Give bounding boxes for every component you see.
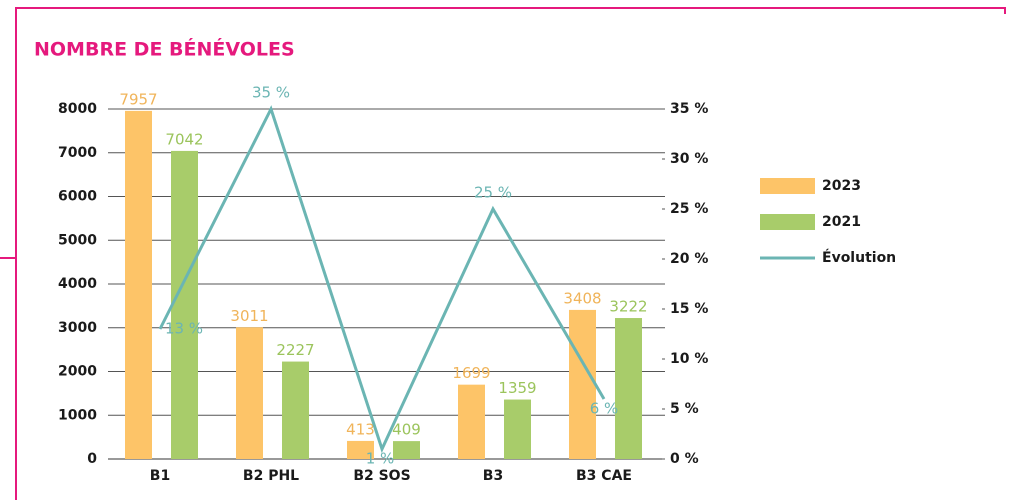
y2-tick-label: 10 % — [670, 351, 708, 367]
bar-value-label: 409 — [392, 421, 421, 439]
chart-title: NOMBRE DE BÉNÉVOLES — [34, 38, 295, 61]
y-tick-label: 7000 — [58, 145, 97, 161]
bar — [504, 399, 531, 459]
bar — [569, 309, 596, 459]
x-tick-label: B2 PHL — [243, 468, 299, 484]
y-tick-label: 4000 — [58, 276, 97, 292]
line-value-label: 1 % — [366, 450, 395, 468]
line — [158, 105, 606, 454]
bar-value-label: 2227 — [276, 341, 314, 359]
legend-label: 2021 — [822, 214, 861, 230]
y2-tick-label: 30 % — [670, 151, 708, 167]
y-tick-label: 1000 — [58, 407, 97, 423]
y-tick-label: 6000 — [58, 189, 97, 205]
y-tick-label: 5000 — [58, 232, 97, 248]
bar-value-label: 1359 — [498, 379, 536, 397]
y-tick-label: 0 — [87, 451, 97, 467]
line-value-label: 35 % — [252, 84, 290, 102]
bar — [347, 440, 374, 459]
y-tick-label: 8000 — [58, 101, 97, 117]
y2-tick-label: 20 % — [670, 251, 708, 267]
bar-value-label: 3011 — [230, 307, 268, 325]
y2-tick-label: 35 % — [670, 101, 708, 117]
x-tick-label: B1 — [150, 468, 170, 484]
frame — [15, 7, 1006, 500]
bar — [458, 384, 485, 459]
bar — [171, 150, 198, 459]
line-value-label: 25 % — [474, 184, 512, 202]
legend-swatch — [760, 178, 815, 194]
x-tick-label: B2 SOS — [353, 468, 410, 484]
y-tick-label: 3000 — [58, 320, 97, 336]
bar — [282, 361, 309, 459]
bar — [236, 327, 263, 459]
bar-value-label: 7957 — [119, 90, 157, 108]
x-tick-label: B3 — [483, 468, 503, 484]
legend-swatch — [760, 214, 815, 230]
legend-label: 2023 — [822, 178, 861, 194]
bar-value-label: 1699 — [452, 364, 490, 382]
bar-value-label: 3222 — [609, 298, 647, 316]
bar-value-label: 413 — [346, 420, 375, 438]
y2-tick-label: 0 % — [670, 451, 699, 467]
bar — [393, 441, 420, 459]
y2-tick-label: 15 % — [670, 301, 708, 317]
y-tick-label: 2000 — [58, 364, 97, 380]
line-value-label: 13 % — [165, 320, 203, 338]
legend-label: Évolution — [822, 249, 896, 266]
y2-tick-label: 5 % — [670, 401, 699, 417]
bar — [615, 318, 642, 459]
bar-value-label: 7042 — [165, 130, 203, 148]
x-tick-label: B3 CAE — [576, 468, 632, 484]
bar — [125, 110, 152, 459]
y2-tick-label: 25 % — [670, 201, 708, 217]
line-value-label: 6 % — [590, 400, 619, 418]
bar-value-label: 3408 — [563, 289, 601, 307]
